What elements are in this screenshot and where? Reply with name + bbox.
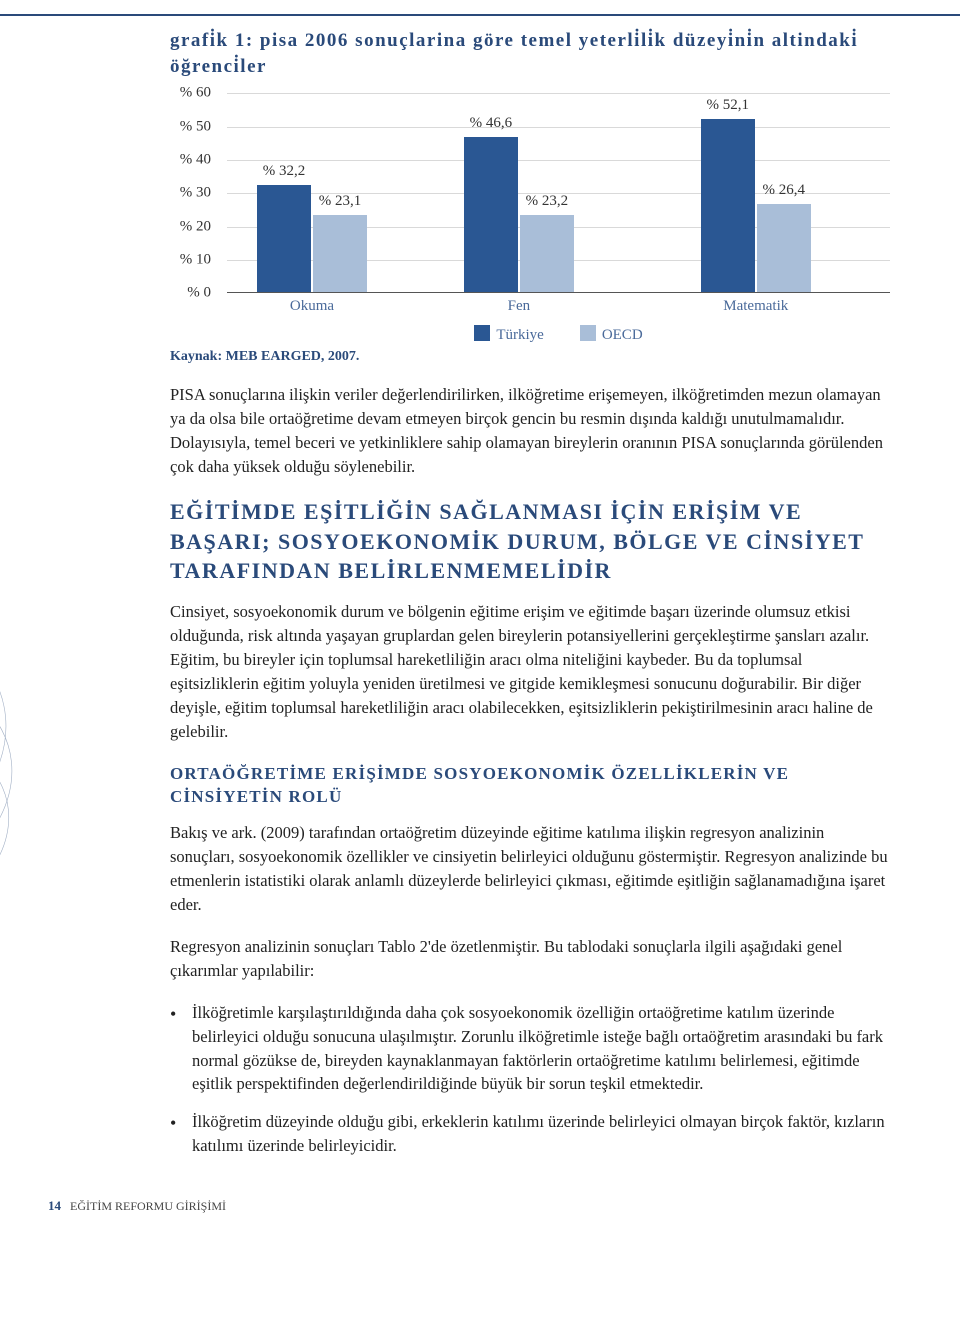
bar: % 26,4 <box>757 204 811 292</box>
y-tick-label: % 20 <box>180 218 211 235</box>
bar-value-label: % 26,4 <box>757 182 811 199</box>
page-number: 14 <box>48 1198 61 1213</box>
legend: Türkiye OECD <box>227 325 890 344</box>
y-tick-label: % 60 <box>180 85 211 102</box>
decorative-lines-icon <box>0 494 190 1054</box>
x-axis-label: Fen <box>459 298 579 315</box>
section-heading: EĞİTİMDE EŞİTLİĞİN SAĞLANMASI İÇİN ERİŞİ… <box>170 497 890 586</box>
bar: % 23,1 <box>313 215 367 292</box>
list-item: İlköğretimle karşılaştırıldığında daha ç… <box>170 1001 890 1097</box>
bar: % 46,6 <box>464 137 518 292</box>
bar-value-label: % 52,1 <box>701 97 755 114</box>
top-rule <box>0 14 960 16</box>
chart-title: GRAFİK 1: PISA 2006 SONUÇLARINA GÖRE TEM… <box>170 28 890 79</box>
page-footer: 14 EĞİTİM REFORMU GİRİŞİMİ <box>48 1198 960 1214</box>
bar-chart: % 60% 50% 40% 30% 20% 10% 0 % 32,2% 23,1… <box>165 93 890 343</box>
y-tick-label: % 0 <box>187 285 211 302</box>
grid-line <box>227 93 890 94</box>
y-tick-label: % 40 <box>180 151 211 168</box>
bar-value-label: % 23,2 <box>520 193 574 210</box>
bar: % 32,2 <box>257 185 311 292</box>
bar-value-label: % 46,6 <box>464 115 518 132</box>
bar-value-label: % 32,2 <box>257 163 311 180</box>
grid-line <box>227 127 890 128</box>
grid-line <box>227 160 890 161</box>
bullet-list: İlköğretimle karşılaştırıldığında daha ç… <box>170 1001 890 1159</box>
legend-item: OECD <box>580 325 643 344</box>
paragraph: Bakış ve ark. (2009) tarafından ortaöğre… <box>170 821 890 917</box>
chart-source: Kaynak: MEB EARGED, 2007. <box>170 349 890 365</box>
y-tick-label: % 10 <box>180 251 211 268</box>
legend-item: Türkiye <box>474 325 543 344</box>
legend-swatch <box>474 325 490 341</box>
x-axis-label: Okuma <box>252 298 372 315</box>
y-tick-label: % 30 <box>180 185 211 202</box>
x-axis-labels: Okuma Fen Matematik <box>227 298 890 318</box>
legend-label: OECD <box>602 327 643 343</box>
sub-heading: ORTAÖĞRETİME ERİŞİMDE SOSYOEKONOMİK ÖZEL… <box>170 762 890 810</box>
list-item: İlköğretim düzeyinde olduğu gibi, erkekl… <box>170 1110 890 1158</box>
legend-label: Türkiye <box>496 327 543 343</box>
y-tick-label: % 50 <box>180 118 211 135</box>
legend-swatch <box>580 325 596 341</box>
y-axis: % 60% 50% 40% 30% 20% 10% 0 <box>165 93 217 293</box>
bar: % 52,1 <box>701 119 755 293</box>
footer-text: EĞİTİM REFORMU GİRİŞİMİ <box>70 1199 226 1213</box>
paragraph: Cinsiyet, sosyoekonomik durum ve bölgeni… <box>170 600 890 744</box>
plot-area: % 32,2% 23,1% 46,6% 23,2% 52,1% 26,4 <box>227 93 890 293</box>
content-column: GRAFİK 1: PISA 2006 SONUÇLARINA GÖRE TEM… <box>170 28 890 1158</box>
paragraph: Regresyon analizinin sonuçları Tablo 2'd… <box>170 935 890 983</box>
bar-value-label: % 23,1 <box>313 193 367 210</box>
x-axis-label: Matematik <box>696 298 816 315</box>
paragraph: PISA sonuçlarına ilişkin veriler değerle… <box>170 383 890 479</box>
bar: % 23,2 <box>520 215 574 292</box>
